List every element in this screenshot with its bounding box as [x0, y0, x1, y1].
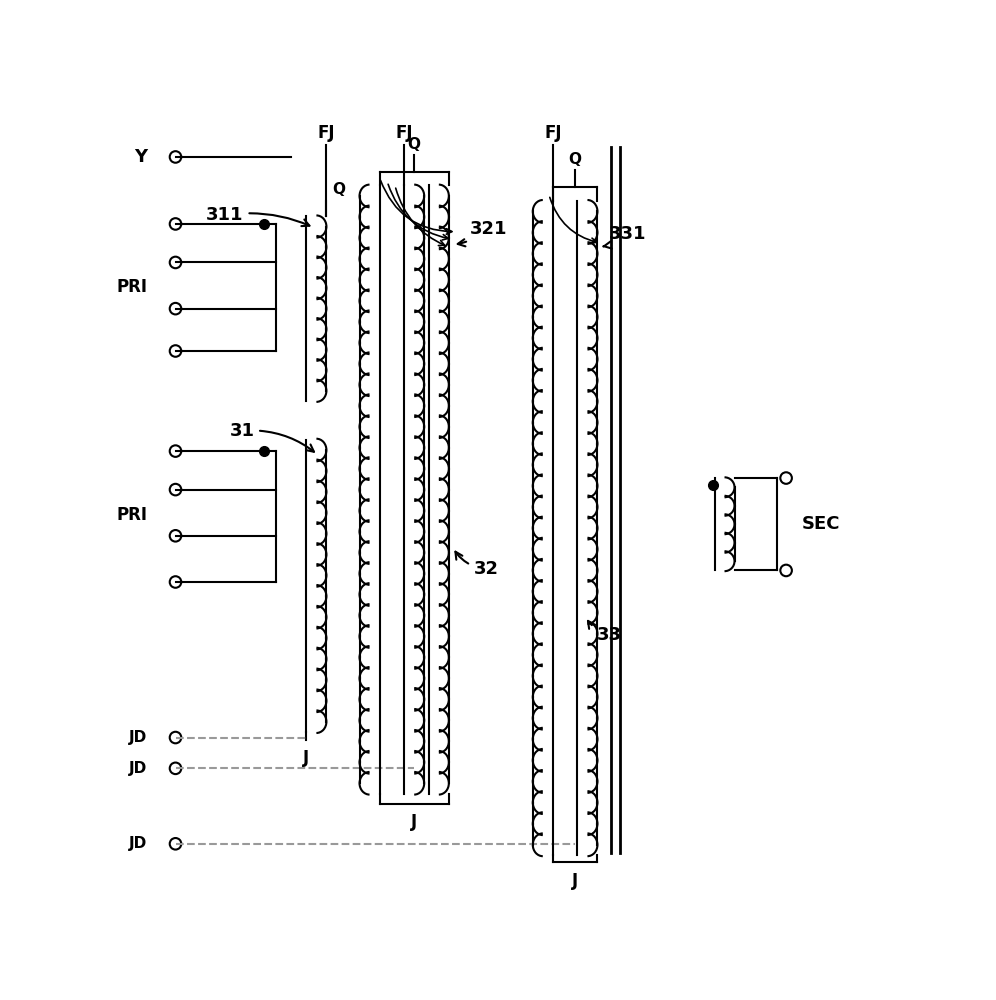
Text: Y: Y — [133, 148, 147, 166]
Text: SEC: SEC — [802, 515, 840, 533]
Text: FJ: FJ — [544, 124, 562, 142]
Text: Q: Q — [407, 137, 420, 152]
Text: JD: JD — [128, 730, 147, 745]
Text: 32: 32 — [455, 552, 498, 578]
Text: Q: Q — [569, 152, 582, 167]
Text: J: J — [572, 872, 579, 890]
Text: J: J — [411, 813, 417, 831]
Text: J: J — [304, 749, 310, 767]
Text: Q: Q — [333, 182, 346, 197]
Text: JD: JD — [128, 836, 147, 851]
Text: PRI: PRI — [116, 278, 147, 296]
Text: 311: 311 — [206, 206, 310, 226]
Text: FJ: FJ — [395, 124, 413, 142]
Text: JD: JD — [128, 761, 147, 776]
Text: 321: 321 — [458, 220, 507, 246]
Text: 331: 331 — [604, 225, 646, 249]
Text: 33: 33 — [588, 621, 622, 644]
Text: 31: 31 — [229, 422, 314, 452]
Text: FJ: FJ — [318, 124, 336, 142]
Text: PRI: PRI — [116, 506, 147, 524]
